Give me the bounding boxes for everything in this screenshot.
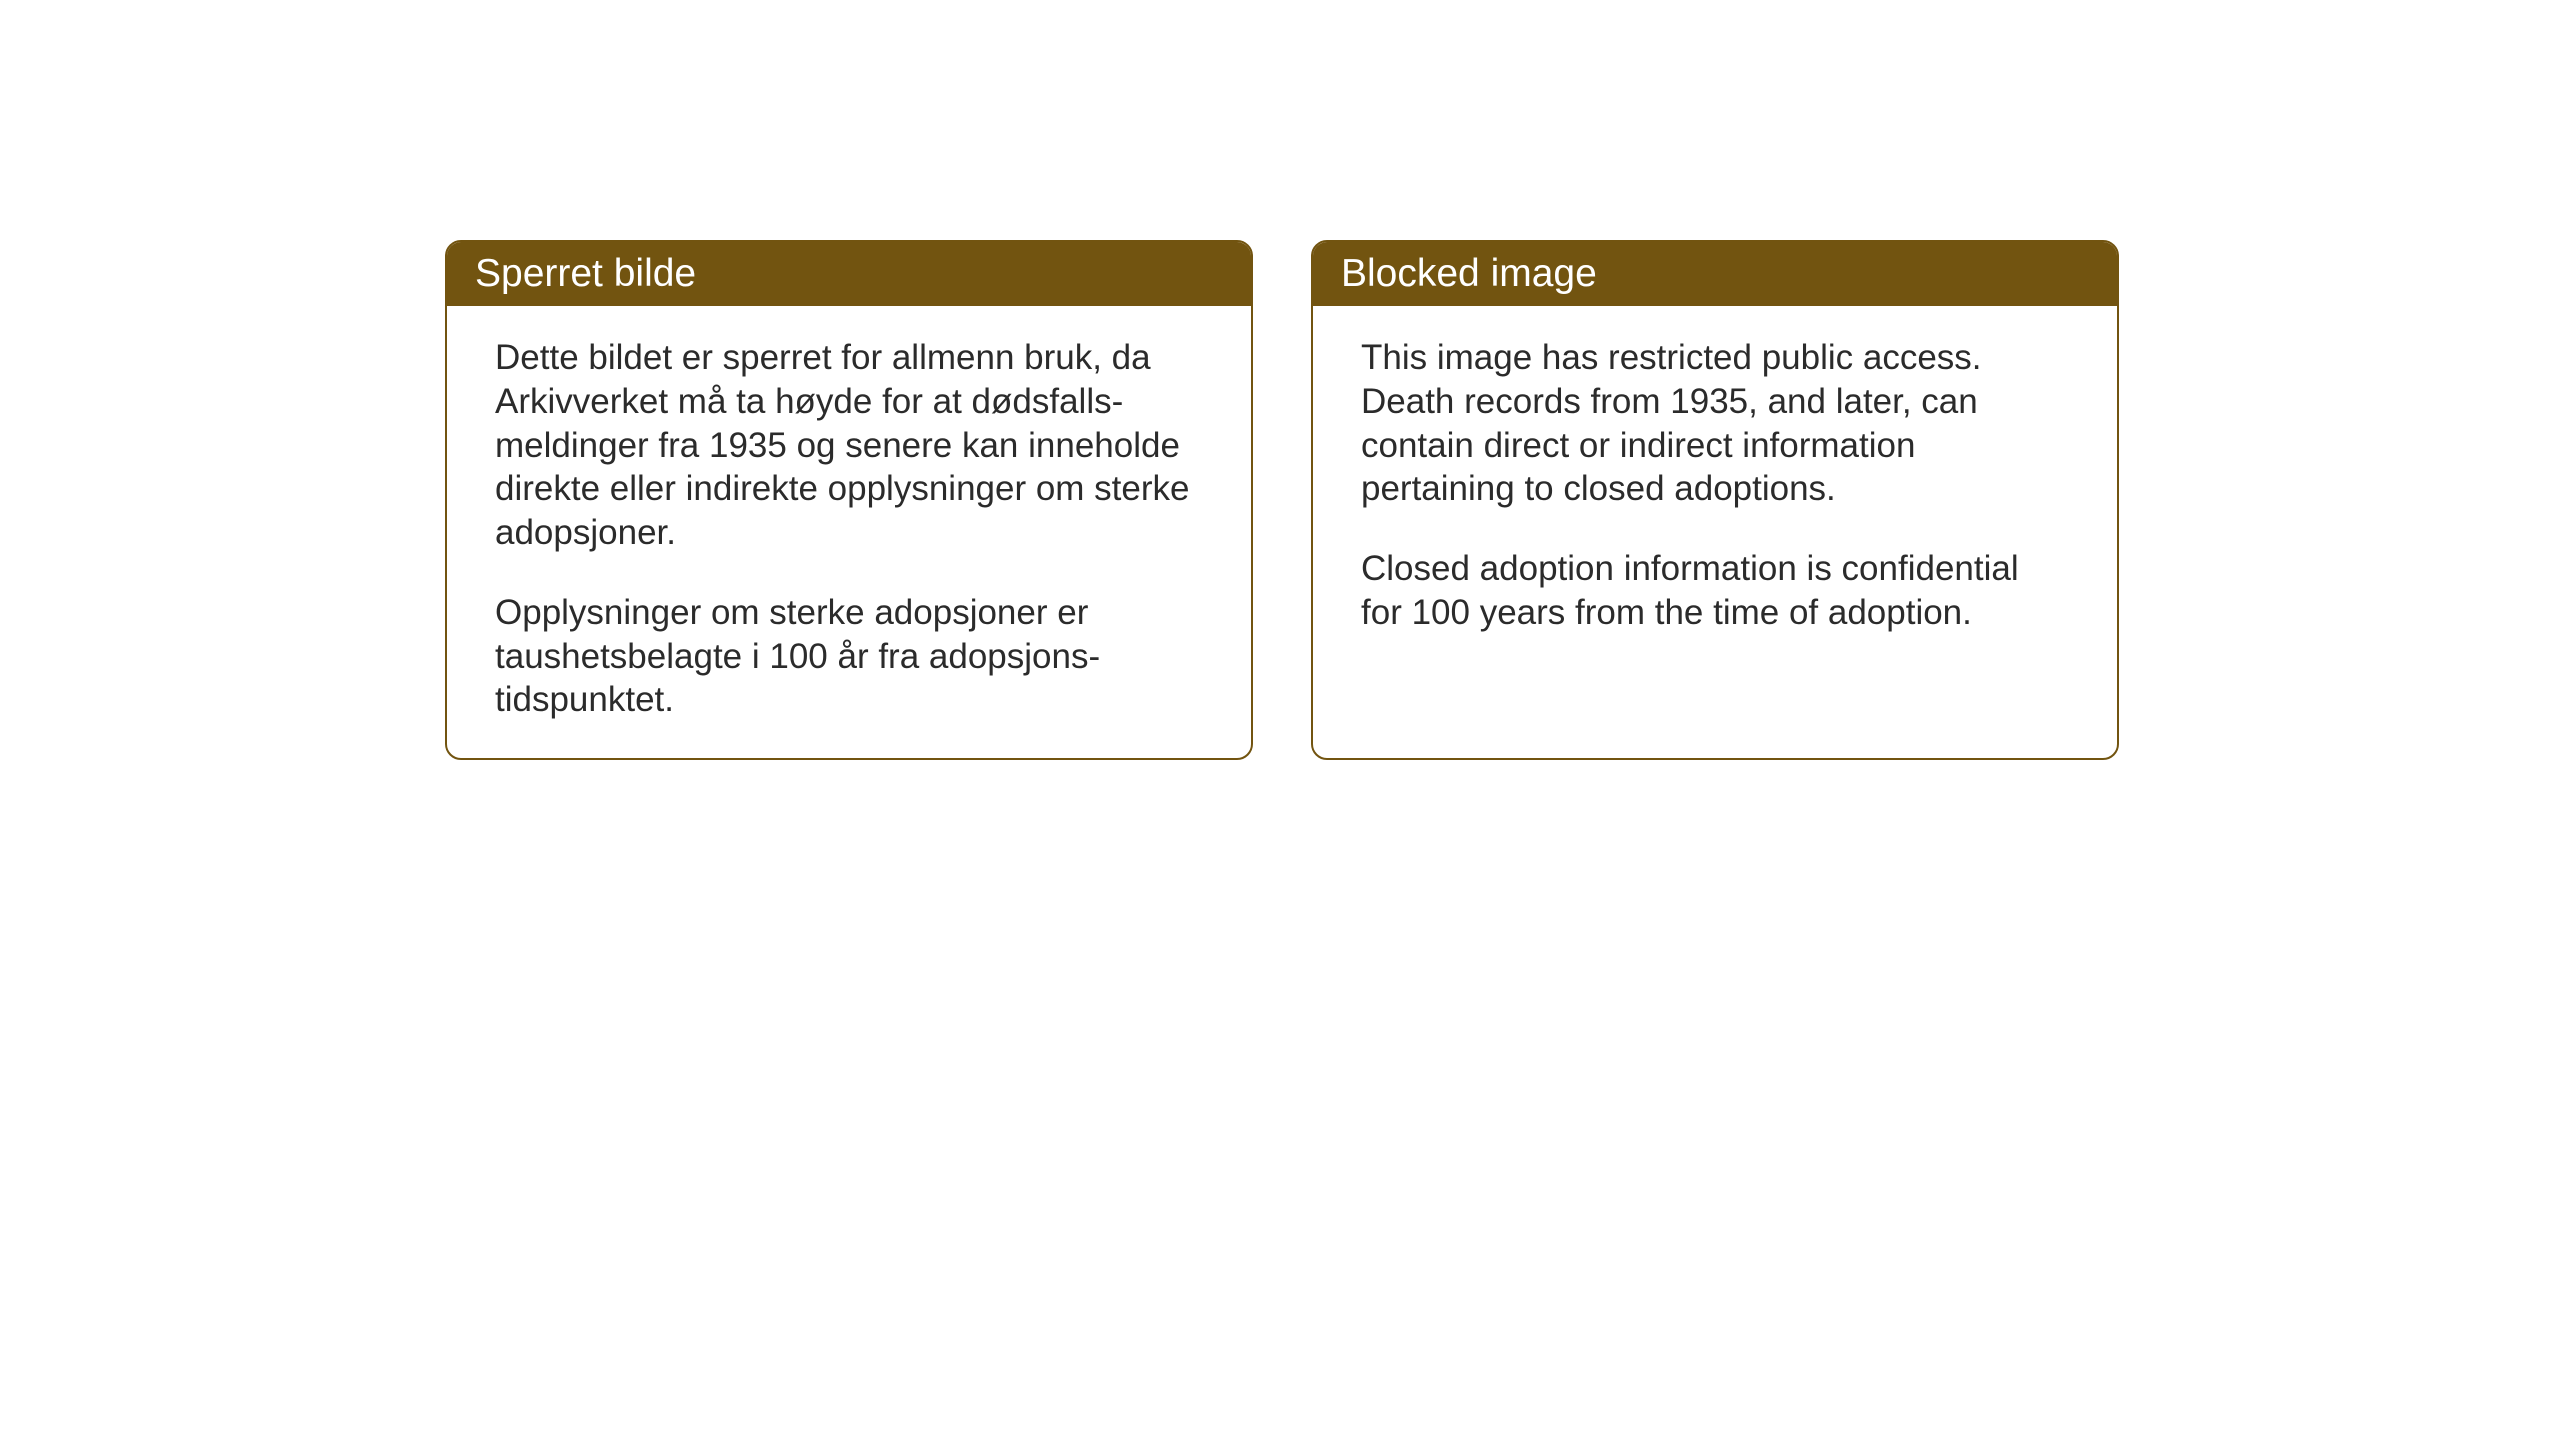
card-paragraph-2-norwegian: Opplysninger om sterke adopsjoner er tau… — [495, 591, 1203, 722]
card-header-norwegian: Sperret bilde — [447, 242, 1251, 306]
card-title-english: Blocked image — [1341, 252, 1597, 295]
card-body-norwegian: Dette bildet er sperret for allmenn bruk… — [447, 306, 1251, 758]
card-header-english: Blocked image — [1313, 242, 2117, 306]
card-paragraph-1-norwegian: Dette bildet er sperret for allmenn bruk… — [495, 336, 1203, 555]
card-body-english: This image has restricted public access.… — [1313, 306, 2117, 713]
card-paragraph-2-english: Closed adoption information is confident… — [1361, 547, 2069, 635]
notice-card-english: Blocked image This image has restricted … — [1311, 240, 2119, 760]
notice-card-norwegian: Sperret bilde Dette bildet er sperret fo… — [445, 240, 1253, 760]
card-paragraph-1-english: This image has restricted public access.… — [1361, 336, 2069, 511]
card-title-norwegian: Sperret bilde — [475, 252, 696, 295]
notice-cards-container: Sperret bilde Dette bildet er sperret fo… — [445, 240, 2119, 760]
